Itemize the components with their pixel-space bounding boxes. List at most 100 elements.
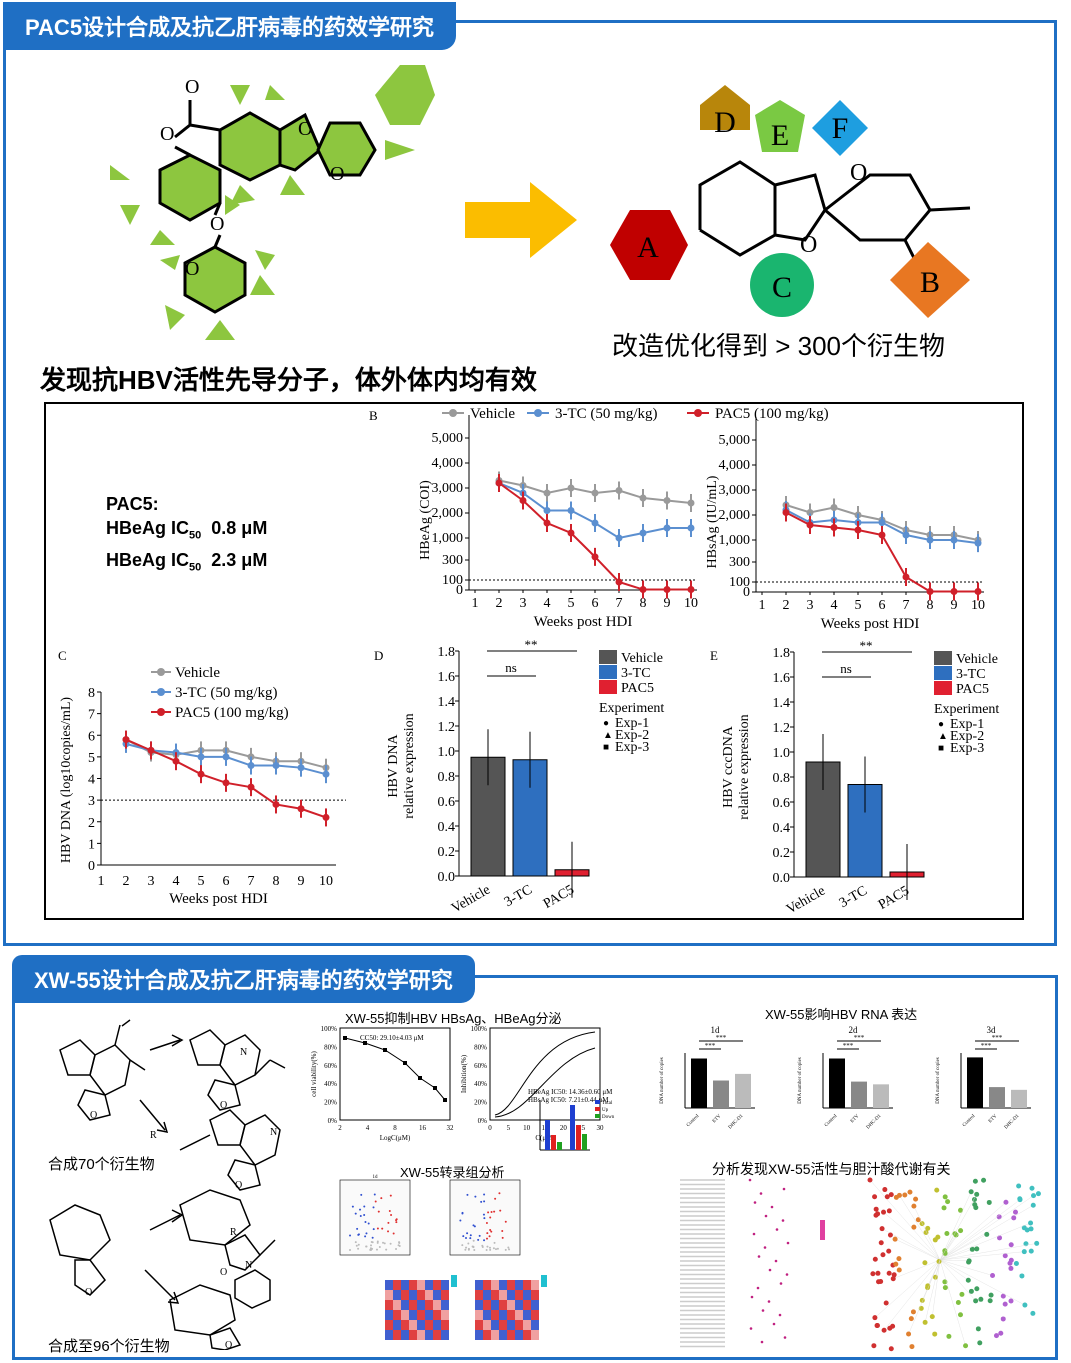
y-tick-label: 1.4 [773, 696, 791, 711]
volcano-point [504, 1220, 507, 1223]
bar [582, 1134, 587, 1150]
legend-marker [449, 409, 457, 417]
heatmap-cell [483, 1290, 491, 1300]
y-tick-label: 100 [729, 575, 750, 590]
y-tick-label: 300 [442, 553, 463, 568]
heatmap-cell [441, 1310, 449, 1320]
network-node [888, 1192, 894, 1198]
y-tick-label: 100 [442, 573, 463, 588]
volcano-point [370, 1244, 373, 1247]
network-node [888, 1346, 894, 1352]
region-d-label: D [714, 106, 736, 139]
y-axis-label: relative expression [737, 714, 752, 819]
network-node [1030, 1202, 1036, 1208]
deg-count-chart: Total Up Down [539, 1100, 615, 1151]
svg-text:O: O [210, 213, 224, 235]
heatmap-cell [475, 1330, 483, 1340]
bar [829, 1058, 845, 1108]
heatmap-cell [507, 1320, 515, 1330]
y-tick-label: 5,000 [432, 431, 464, 446]
volcano-point [398, 1241, 401, 1244]
plot-frame [339, 1027, 451, 1121]
legend-label: PAC5 [621, 681, 654, 696]
heatmap-cell [401, 1300, 409, 1310]
fit-curve [494, 1047, 596, 1118]
network-node [890, 1276, 896, 1282]
network-node [1030, 1310, 1036, 1316]
network-node [986, 1199, 992, 1205]
heatmap-cell [499, 1320, 507, 1330]
volcano-point [469, 1237, 472, 1240]
network-node [1000, 1293, 1006, 1299]
svg-text:O: O [185, 258, 199, 280]
x-tick-label: 8 [927, 598, 934, 613]
pathway-dot [757, 1255, 761, 1258]
data-point [403, 1061, 407, 1065]
legend-label: Down [602, 1115, 615, 1120]
network-node [874, 1323, 880, 1329]
network-node [893, 1194, 899, 1200]
svg-text:O: O [225, 1340, 232, 1350]
network-node [959, 1291, 965, 1297]
data-point [806, 521, 814, 529]
heatmap [475, 1275, 547, 1340]
y-tick-label: 4,000 [432, 456, 464, 471]
volcano-point [365, 1232, 368, 1235]
network-edge [939, 1199, 1021, 1261]
volcano-point [364, 1235, 367, 1238]
volcano-point [481, 1244, 484, 1247]
legend-label: Exp-3 [615, 740, 649, 755]
data-point [782, 509, 790, 516]
heatmap-cell [417, 1290, 425, 1300]
sig-label: ns [505, 660, 517, 675]
region-e-label: E [771, 119, 789, 152]
volcano-point [462, 1235, 465, 1238]
pac5-panel [3, 20, 1057, 946]
y-tick-label: 1,000 [432, 531, 464, 546]
volcano-point [466, 1232, 469, 1235]
volcano-point [377, 1210, 380, 1213]
x-tick-label: 10 [523, 1124, 531, 1132]
volcano-point [372, 1228, 375, 1231]
volcano-point [390, 1213, 393, 1216]
pathway-dot [775, 1228, 779, 1231]
network-node [923, 1229, 929, 1235]
region-c-marker [750, 253, 814, 317]
legend-marker: ■ [938, 743, 944, 754]
network-node [1012, 1209, 1018, 1215]
heatmap-cell [483, 1310, 491, 1320]
network-node [1028, 1226, 1034, 1232]
rna-title: XW-55影响HBV RNA 表达 [765, 1007, 918, 1022]
legend-label: PAC5 [956, 682, 989, 697]
sig-label: *** [843, 1042, 854, 1050]
network-edge [924, 1259, 941, 1323]
heatmap-cell [401, 1310, 409, 1320]
legend-marker: ● [603, 718, 609, 729]
network-node [913, 1196, 919, 1202]
network-node [1002, 1253, 1008, 1259]
volcano-point [383, 1242, 386, 1245]
y-tick-label: 100% [471, 1025, 488, 1033]
x-tick-label: 7 [616, 596, 623, 611]
x-tick-label: 1 [759, 598, 766, 613]
data-point [343, 1036, 347, 1040]
xw55-structures-diagram: O O N R O N O N R O O [49, 1019, 286, 1350]
svg-text:O: O [850, 160, 867, 186]
volcano-point [461, 1211, 464, 1214]
day-label: 1d [711, 1025, 721, 1035]
legend-title: Experiment [599, 701, 664, 716]
data-point [272, 762, 280, 770]
x-tick-label: 1 [472, 596, 479, 611]
volcano-point [489, 1228, 492, 1231]
heatmap-cell [531, 1300, 539, 1310]
volcano-point [369, 1247, 372, 1250]
network-node [929, 1314, 935, 1320]
volcano-point [365, 1245, 368, 1248]
data-point [418, 1076, 422, 1080]
network-node [872, 1256, 878, 1262]
arrow-icon [465, 182, 577, 258]
region-e-marker [755, 100, 805, 152]
x-tick-label: DHC-D1 [1004, 1114, 1021, 1131]
x-tick-label: 7 [248, 874, 255, 889]
